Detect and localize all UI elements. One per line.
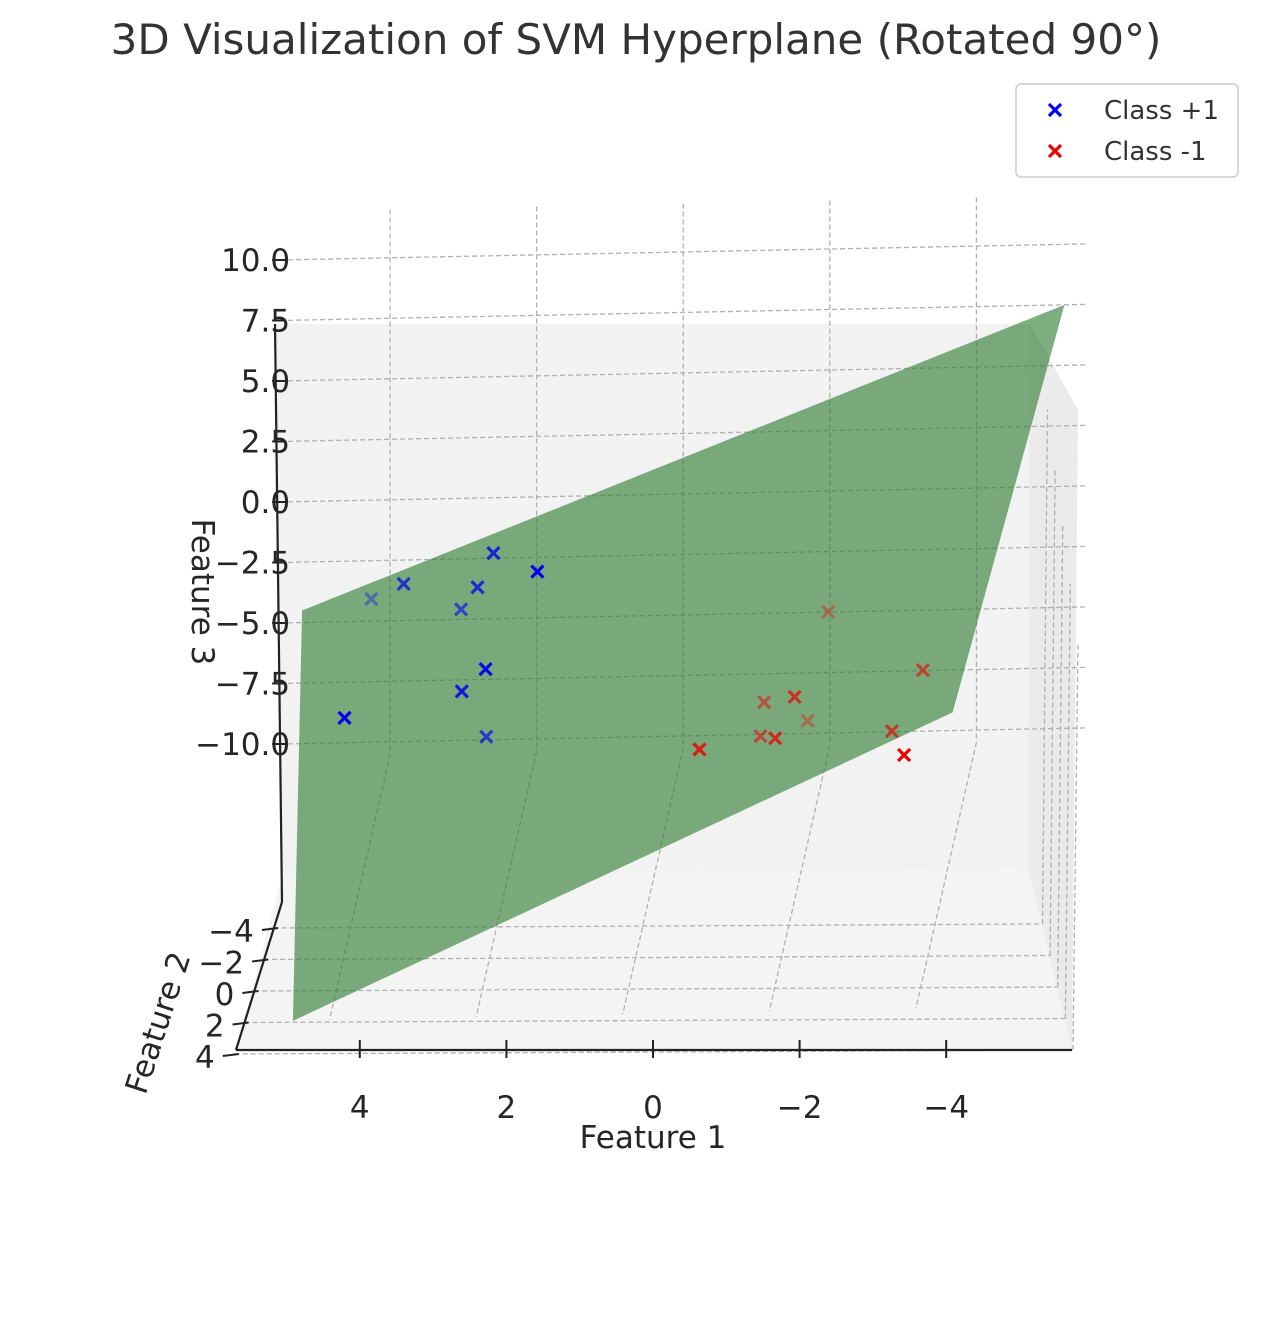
z-tick-label: −10.0 (195, 727, 290, 763)
x-floor-gridline (622, 747, 684, 1015)
x-floor-gridline (768, 744, 831, 1012)
point-class-pos1 (454, 684, 469, 699)
point-class-pos1 (530, 564, 545, 579)
y-wall-gridline (1041, 409, 1049, 925)
x-tick-label: 2 (497, 1090, 517, 1126)
y-tick-mark (261, 927, 279, 931)
z-tick-label: −2.5 (215, 546, 290, 582)
point-class-neg1 (692, 742, 707, 757)
y-tick-label: 4 (195, 1040, 215, 1076)
point-class-pos1 (478, 662, 493, 677)
x-tick-label: 0 (643, 1090, 663, 1126)
y-axis-line (234, 901, 284, 1051)
y-tick-label: 2 (205, 1009, 225, 1045)
legend-box (1015, 83, 1239, 178)
y-gridline (254, 986, 1058, 992)
x-axis-label: Feature 1 (580, 1120, 727, 1156)
z-tick-label: 2.5 (241, 425, 290, 461)
point-class-neg1 (768, 731, 783, 746)
svm-hyperplane (292, 304, 1065, 1021)
chart-title: 3D Visualization of SVM Hyperplane (Rota… (111, 15, 1162, 64)
legend-marker (1047, 143, 1063, 159)
point-class-neg1 (757, 695, 772, 710)
z-tick-label: −7.5 (215, 667, 290, 703)
z-tick-label: 10.0 (221, 243, 290, 279)
point-class-neg1 (896, 747, 912, 763)
y-wall-gridline (1064, 583, 1072, 1019)
z-tick-label: 7.5 (241, 304, 290, 340)
z-axis-line (273, 323, 284, 903)
y-tick-mark (232, 1021, 249, 1026)
point-class-pos1 (470, 580, 485, 595)
y-gridline (244, 1017, 1066, 1024)
legend: Class +1 Class -1 (1015, 83, 1239, 178)
point-class-pos1 (396, 576, 411, 592)
y-wall-gridline (1049, 467, 1056, 956)
legend-label: Class +1 (1104, 96, 1219, 126)
legend-label: Class -1 (1104, 137, 1207, 167)
z-tick-label: 0.0 (241, 485, 290, 521)
legend-marker (1047, 102, 1063, 118)
y-axis-label: Feature 2 (119, 948, 199, 1099)
x-tick-label: 4 (350, 1090, 370, 1126)
y-tick-label: −2 (198, 946, 244, 982)
point-class-pos1 (337, 710, 352, 726)
point-class-neg1 (821, 604, 836, 619)
point-class-neg1 (915, 663, 931, 678)
y-tick-mark (222, 1053, 239, 1057)
x-tick-label: −2 (777, 1090, 823, 1126)
y-wall-gridline (1057, 525, 1064, 988)
z-tick-label: 5.0 (241, 364, 290, 400)
z-tick-label: −5.0 (215, 606, 290, 642)
point-class-neg1 (787, 689, 802, 704)
y-tick-mark (252, 958, 269, 963)
y-tick-label: 0 (215, 977, 235, 1013)
z-axis-label: Feature 3 (184, 519, 220, 666)
y-tick-label: −4 (208, 914, 254, 950)
y-tick-mark (242, 990, 259, 994)
point-class-neg1 (753, 729, 768, 744)
point-class-pos1 (364, 591, 379, 607)
point-class-pos1 (453, 602, 469, 617)
y-wall-gridline (1072, 641, 1079, 1051)
x-tick-label: −4 (923, 1090, 969, 1126)
point-class-pos1 (479, 729, 494, 744)
point-class-pos1 (486, 545, 501, 561)
point-class-neg1 (800, 713, 815, 728)
point-class-neg1 (884, 723, 899, 739)
x-floor-gridline (915, 742, 978, 1009)
